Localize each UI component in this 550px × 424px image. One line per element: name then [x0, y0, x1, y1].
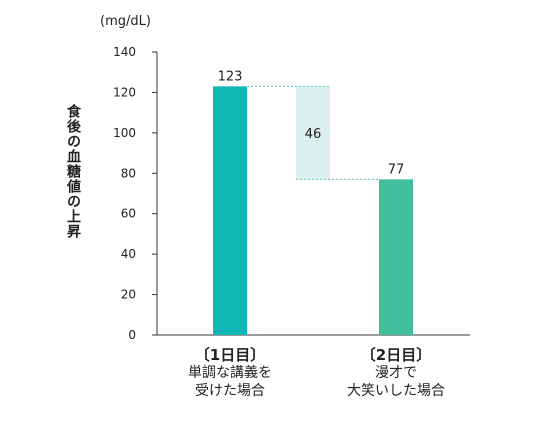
bar-day1	[213, 86, 247, 335]
y-tick-label: 60	[121, 207, 136, 221]
y-tick-label: 120	[113, 85, 136, 99]
y-tick-label: 40	[121, 247, 136, 261]
category-day1-head: 〔1日目〕	[194, 346, 266, 364]
category-day1-line2: 受けた場合	[195, 383, 265, 399]
category-day2-line2: 大笑いした場合	[347, 383, 445, 399]
category-day1-line1: 単調な講義を	[188, 365, 272, 381]
y-ticks: 0 20 40 60 80 100 120 140	[113, 45, 157, 342]
difference-label: 46	[305, 127, 322, 142]
y-tick-label: 0	[128, 328, 136, 342]
data-label-day1: 123	[218, 69, 243, 84]
chart-marks: 123 77 46	[213, 69, 413, 335]
y-tick-label: 80	[121, 166, 136, 180]
y-unit-label: (mg/dL)	[100, 14, 151, 29]
category-day1: 〔1日目〕 単調な講義を 受けた場合	[150, 346, 310, 400]
category-day2: 〔2日目〕 漫才で 大笑いした場合	[316, 346, 476, 400]
y-tick-label: 20	[121, 288, 136, 302]
y-axis-title: 食後の血糖値の上昇	[65, 104, 81, 239]
data-label-day2: 77	[388, 162, 405, 177]
y-tick-label: 100	[113, 126, 136, 140]
category-day2-head: 〔2日目〕	[360, 346, 432, 364]
y-tick-label: 140	[113, 45, 136, 59]
category-day2-line1: 漫才で	[375, 365, 417, 381]
difference-band	[296, 86, 330, 180]
bar-day2	[379, 179, 413, 335]
